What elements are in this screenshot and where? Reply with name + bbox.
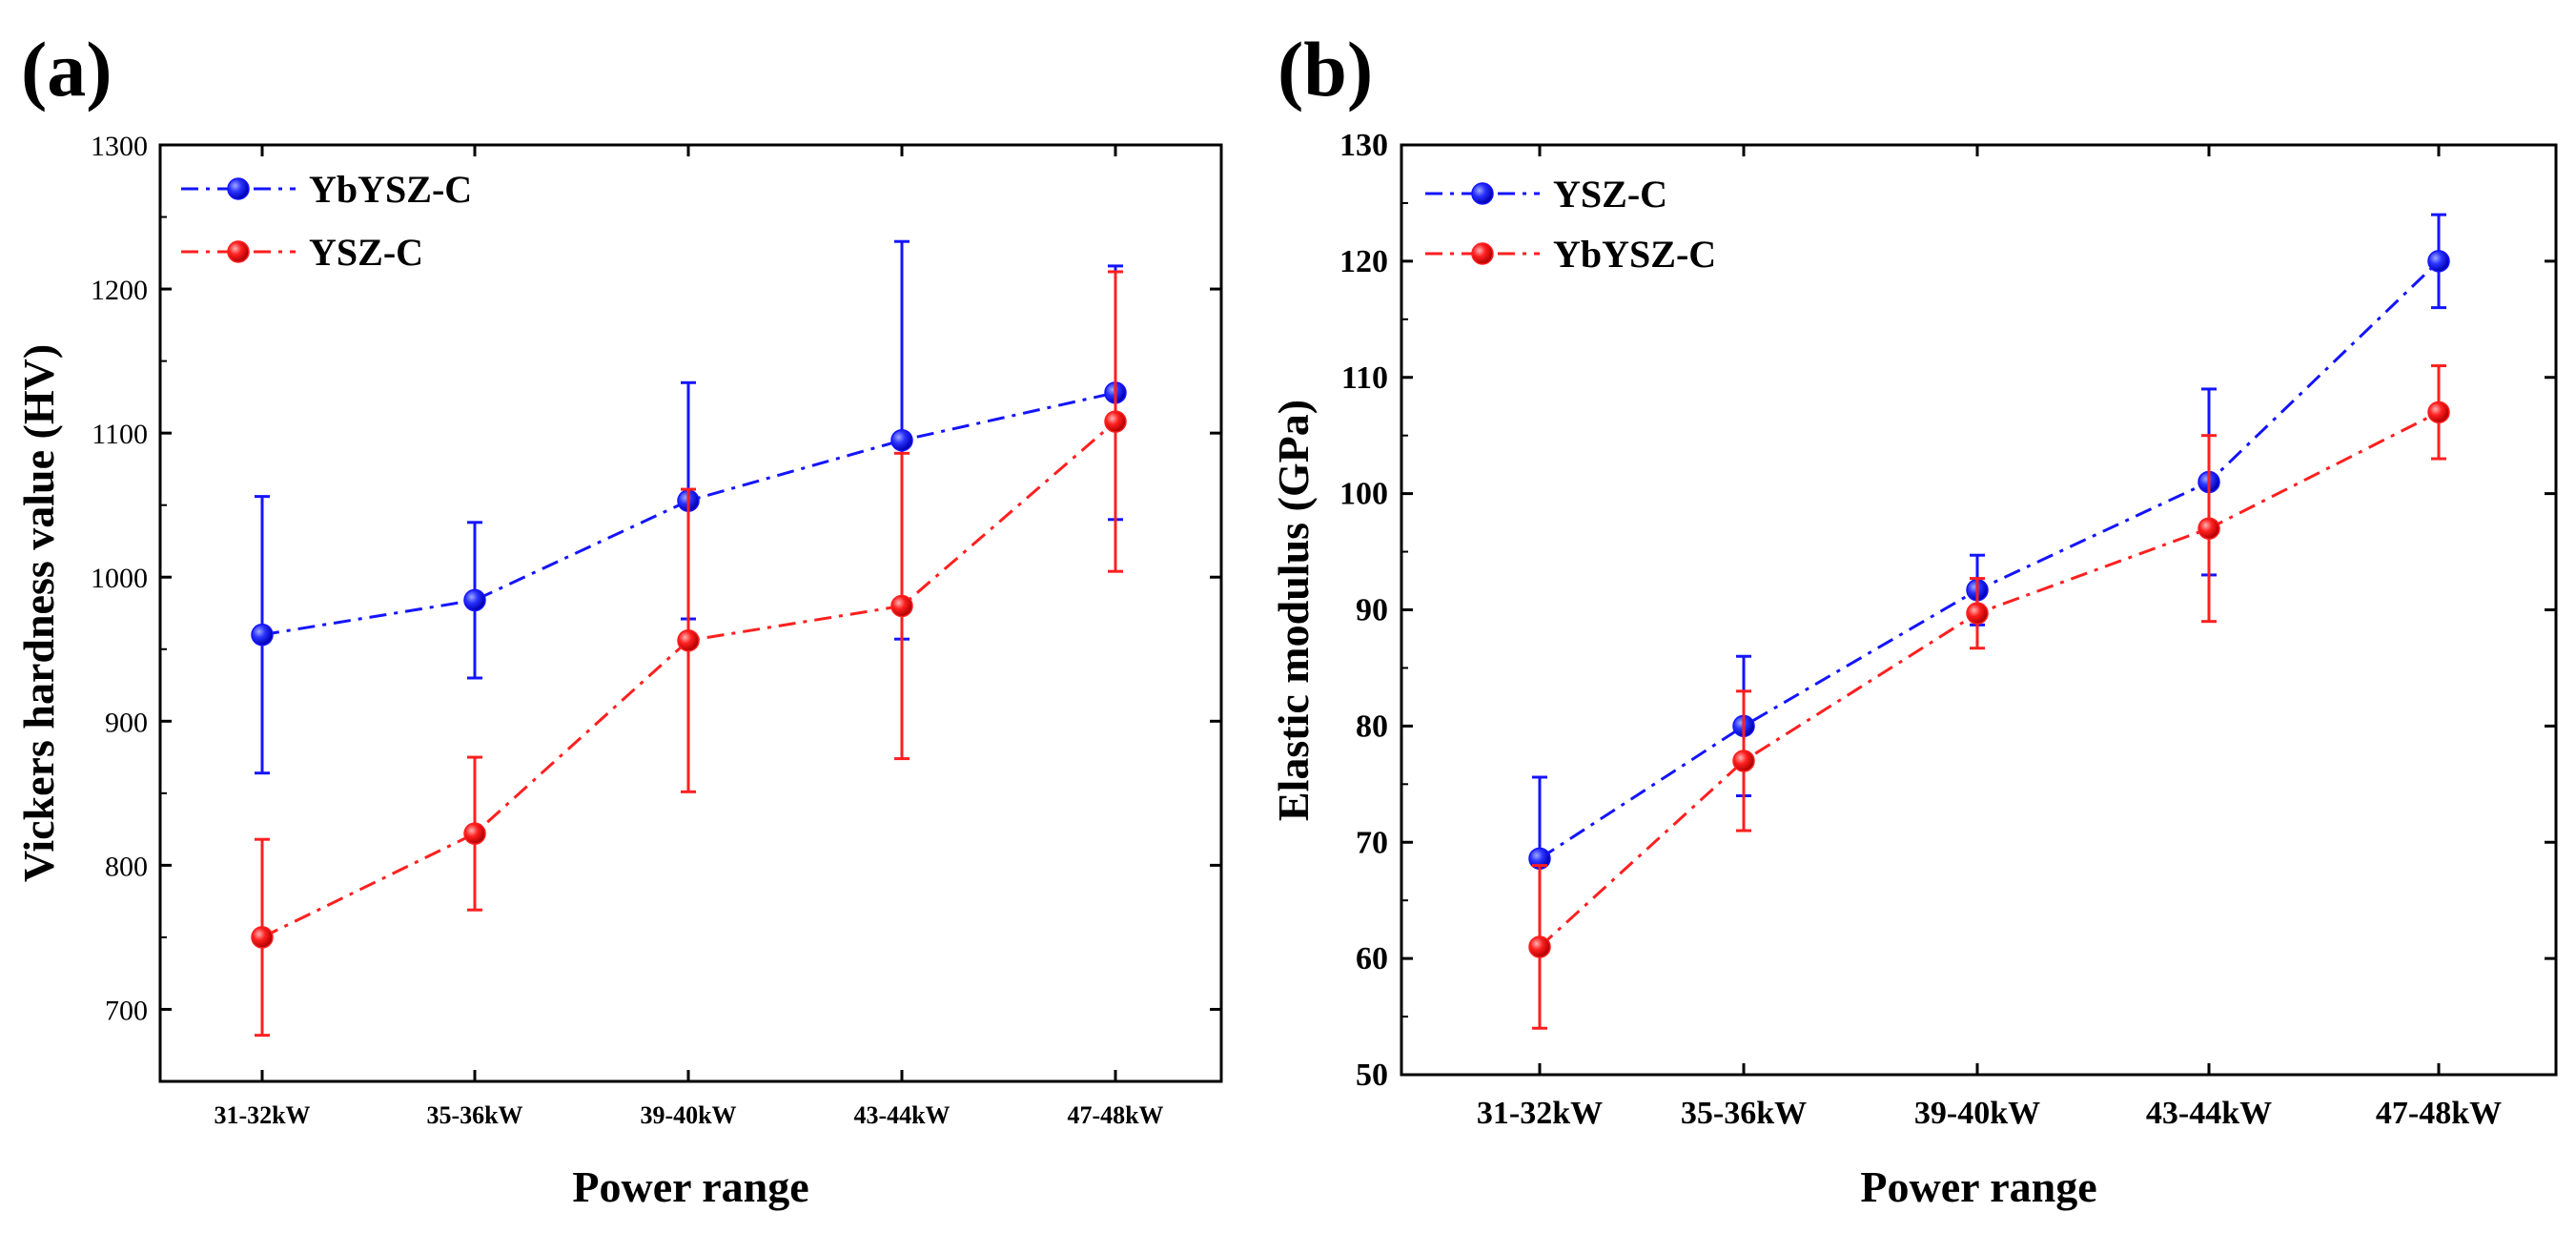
panel-a-y-axis-title: Vickers hardness value (HV) bbox=[14, 344, 63, 882]
y-tick-label: 60 bbox=[1356, 941, 1388, 976]
y-tick-label: 800 bbox=[105, 851, 148, 882]
x-tick-label: 39-40kW bbox=[1914, 1096, 2040, 1131]
legend-label: YbYSZ-C bbox=[309, 168, 472, 211]
y-tick-label: 1000 bbox=[91, 563, 148, 594]
y-tick-label: 1200 bbox=[91, 275, 148, 306]
y-tick-label: 700 bbox=[105, 995, 148, 1026]
panel-b-letter: (b) bbox=[1278, 26, 1373, 113]
x-tick-label: 39-40kW bbox=[640, 1101, 736, 1129]
data-point-YSZ-C bbox=[677, 628, 700, 652]
panel-a-legend: YbYSZ-C YSZ-C bbox=[181, 168, 472, 274]
data-point-YbYSZ-C bbox=[2427, 401, 2450, 424]
data-point-YbYSZ-C bbox=[1528, 935, 1551, 958]
panel-a: (a) 700 800 900 1000 1100 1200 1300 31-32kW 35-… bbox=[14, 26, 1223, 1211]
y-tick-label: 1300 bbox=[91, 131, 148, 162]
y-tick-label: 50 bbox=[1356, 1058, 1388, 1093]
legend-marker bbox=[227, 177, 250, 200]
x-tick-label: 43-44kW bbox=[853, 1101, 950, 1129]
series-line-YSZ-C bbox=[1539, 259, 2441, 860]
legend-label: YSZ-C bbox=[309, 231, 423, 274]
panel-a-x-axis: 31-32kW 35-36kW 39-40kW 43-44kW 47-48kW bbox=[214, 145, 1164, 1129]
panel-b-x-axis-title: Power range bbox=[1860, 1162, 2096, 1211]
panel-a-plot-frame bbox=[158, 143, 1223, 1083]
data-point-YbYSZ-C bbox=[890, 428, 913, 452]
legend-label: YSZ-C bbox=[1553, 173, 1667, 216]
panel-b-y-axis-title: Elastic modulus (GPa) bbox=[1269, 400, 1318, 821]
legend-marker bbox=[227, 240, 250, 263]
y-tick-label: 100 bbox=[1339, 477, 1388, 512]
data-point-YSZ-C bbox=[251, 926, 274, 949]
panel-a-series bbox=[251, 239, 1127, 1038]
data-point-YbYSZ-C bbox=[251, 623, 274, 647]
data-point-YSZ-C bbox=[1104, 410, 1127, 433]
data-point-YSZ-C bbox=[463, 822, 486, 845]
panel-b-series bbox=[1528, 213, 2450, 1030]
y-tick-label: 900 bbox=[105, 707, 148, 738]
data-point-YbYSZ-C bbox=[2198, 517, 2220, 540]
panel-a-y-axis: 700 800 900 1000 1100 1200 1300 bbox=[91, 131, 1221, 1026]
data-point-YSZ-C bbox=[2427, 250, 2450, 273]
legend-marker bbox=[1471, 182, 1494, 205]
x-tick-label: 35-36kW bbox=[1681, 1096, 1807, 1131]
data-point-YbYSZ-C bbox=[1732, 750, 1755, 772]
panel-a-x-axis-title: Power range bbox=[572, 1162, 808, 1211]
x-tick-label: 43-44kW bbox=[2146, 1096, 2272, 1131]
y-tick-label: 80 bbox=[1356, 709, 1388, 744]
panel-b-legend: YSZ-C YbYSZ-C bbox=[1425, 173, 1716, 276]
data-point-YbYSZ-C bbox=[463, 588, 486, 612]
series-line-YSZ-C bbox=[261, 420, 1116, 939]
y-tick-label: 130 bbox=[1339, 128, 1388, 163]
panel-a-letter: (a) bbox=[21, 26, 112, 113]
panel-b-y-axis: 50 60 70 80 90 100 110 120 130 bbox=[1339, 128, 2556, 1093]
panel-b-x-axis: 31-32kW 35-36kW 39-40kW 43-44kW 47-48kW bbox=[1477, 145, 2502, 1131]
x-tick-label: 47-48kW bbox=[2376, 1096, 2502, 1131]
legend-marker bbox=[1471, 242, 1494, 265]
x-tick-label: 31-32kW bbox=[214, 1101, 310, 1129]
x-tick-label: 35-36kW bbox=[426, 1101, 522, 1129]
y-tick-label: 90 bbox=[1356, 593, 1388, 628]
y-tick-label: 70 bbox=[1356, 825, 1388, 860]
data-point-YbYSZ-C bbox=[1966, 602, 1989, 625]
series-line-YbYSZ-C bbox=[1538, 410, 2440, 949]
legend-label: YbYSZ-C bbox=[1553, 233, 1716, 276]
y-tick-label: 1100 bbox=[92, 419, 148, 450]
x-tick-label: 47-48kW bbox=[1067, 1101, 1163, 1129]
x-tick-label: 31-32kW bbox=[1477, 1096, 1603, 1131]
data-point-YSZ-C bbox=[890, 594, 913, 618]
y-tick-label: 110 bbox=[1341, 360, 1388, 396]
panel-b: (b) 50 60 70 80 90 100 110 120 130 31-32kW 35-36k… bbox=[1269, 26, 2558, 1211]
y-tick-label: 120 bbox=[1339, 244, 1388, 279]
